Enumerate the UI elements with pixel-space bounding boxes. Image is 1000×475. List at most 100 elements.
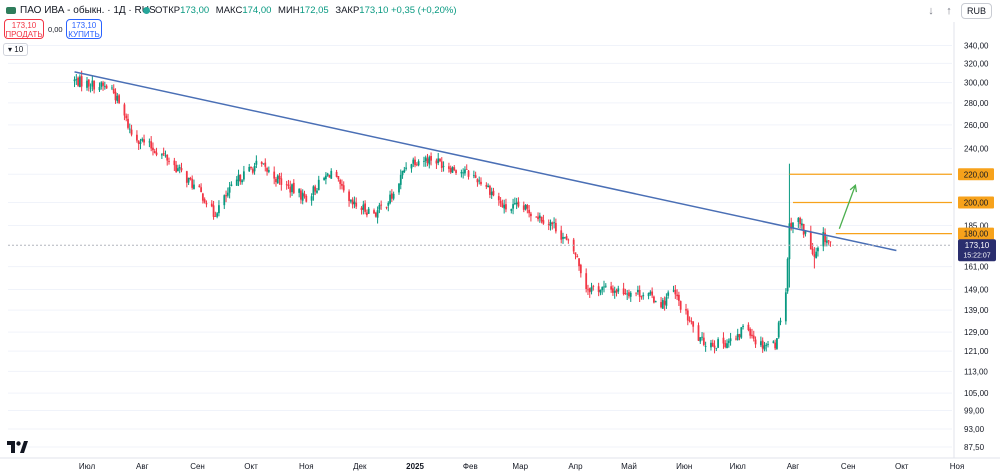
ohlc-low-value: 172,05	[299, 5, 329, 16]
ohlc-high-label: МАКС	[215, 5, 243, 16]
trendline[interactable]	[74, 71, 897, 252]
candle-body	[647, 293, 650, 297]
indicator-toggle[interactable]: ▾ 10	[3, 43, 29, 56]
tradingview-logo-icon	[7, 441, 28, 453]
candle-body	[628, 292, 630, 297]
candle-body	[588, 288, 591, 293]
candle-body	[398, 183, 400, 193]
candle-body	[501, 203, 504, 208]
current-price-label: 173,10	[965, 241, 990, 250]
candle-body	[538, 215, 541, 219]
candle-body	[636, 289, 639, 293]
candle-body	[489, 185, 491, 195]
candle-body	[390, 193, 393, 199]
buy-button[interactable]: 173,10 КУПИТЬ	[66, 19, 102, 39]
candle-body	[442, 165, 445, 167]
candle-body	[93, 81, 96, 90]
candle-body	[291, 184, 293, 193]
candle-body	[587, 289, 589, 291]
level-price-tag	[958, 227, 994, 240]
arrow-down-icon[interactable]: ↓	[928, 5, 934, 17]
candle-body	[275, 178, 277, 183]
arrow-up-icon[interactable]: ↑	[946, 5, 952, 17]
ohlc-low-label: МИН	[278, 5, 300, 16]
candle-body	[410, 164, 413, 169]
candle-body	[499, 200, 502, 204]
level-price-label: 220,00	[964, 170, 989, 179]
candle-body	[811, 248, 814, 255]
level-price-tag	[958, 196, 994, 209]
y-tick-label: 139,00	[964, 306, 989, 315]
candle-body	[273, 171, 276, 179]
y-tick-label: 185,00	[964, 222, 989, 231]
current-price-tag	[958, 239, 996, 262]
candle-body	[610, 286, 613, 290]
candle-body	[326, 173, 329, 176]
level-price-tag	[958, 168, 994, 181]
candle-body	[251, 169, 254, 173]
y-tick-label: 161,00	[964, 263, 989, 272]
sell-button[interactable]: 173,10 ПРОДАТЬ	[4, 19, 44, 39]
candle-body	[827, 240, 830, 242]
candle-body	[100, 82, 103, 87]
axis-layer: 340,00 320,00 300,00 280,00 260,00 240,00 220,…	[0, 22, 1000, 471]
candle-body	[276, 175, 279, 184]
candle-body	[239, 174, 242, 182]
candle-body	[77, 77, 79, 86]
candle-body	[654, 301, 657, 303]
candle-body	[512, 204, 514, 209]
candle-body	[267, 170, 270, 172]
candle-body	[242, 171, 245, 180]
candle-body	[686, 310, 689, 321]
candle-body	[515, 202, 518, 205]
x-tick-label: Мар	[512, 462, 528, 471]
arrow-drawing[interactable]	[838, 185, 856, 229]
candle-body	[726, 343, 728, 349]
x-tick-label: Июн	[676, 462, 692, 471]
candle-body	[751, 334, 753, 337]
candle-body	[763, 345, 766, 350]
candle-body	[462, 172, 465, 174]
candle-body	[330, 170, 333, 179]
candle-body	[128, 128, 131, 130]
sell-price: 173,10	[11, 21, 37, 30]
x-tick-label: Ноя	[950, 462, 965, 471]
candle-body	[87, 79, 90, 87]
candle-body	[91, 80, 94, 87]
candle-body	[688, 320, 691, 322]
buy-label: КУПИТЬ	[68, 30, 100, 39]
candle-body	[362, 204, 365, 210]
y-tick-label: 340,00	[964, 42, 989, 51]
candle-body	[387, 202, 390, 206]
candle-body	[428, 156, 431, 165]
candle-body	[665, 297, 668, 306]
currency-button[interactable]: RUB	[960, 3, 992, 19]
candle-body	[201, 193, 204, 201]
x-tick-label: Сен	[841, 462, 856, 471]
candle-body	[503, 204, 506, 209]
candle-body	[403, 169, 406, 173]
candle-body	[89, 87, 92, 89]
candle-body	[378, 205, 381, 210]
candle-body	[651, 291, 654, 296]
candle-body	[287, 184, 290, 186]
candle-body	[414, 159, 416, 166]
candle-body	[162, 152, 165, 155]
candle-body	[301, 192, 304, 201]
candle-body	[677, 294, 680, 301]
candle-body	[565, 236, 568, 240]
candle-body	[653, 296, 655, 303]
ohlc-close-label: ЗАКР	[335, 5, 360, 16]
candle-body	[717, 339, 720, 348]
candle-body	[526, 205, 529, 209]
candle-body	[310, 196, 313, 201]
candle-body	[248, 166, 251, 172]
y-tick-label: 129,00	[964, 328, 989, 337]
candle-body	[262, 163, 265, 165]
candle-body	[642, 295, 645, 297]
symbol-title[interactable]: ПАО ИВА - обыкн. · 1Д · RUS	[20, 5, 156, 16]
candle-body	[713, 345, 716, 348]
drawings-layer[interactable]	[8, 71, 952, 252]
candle-body	[815, 251, 818, 259]
